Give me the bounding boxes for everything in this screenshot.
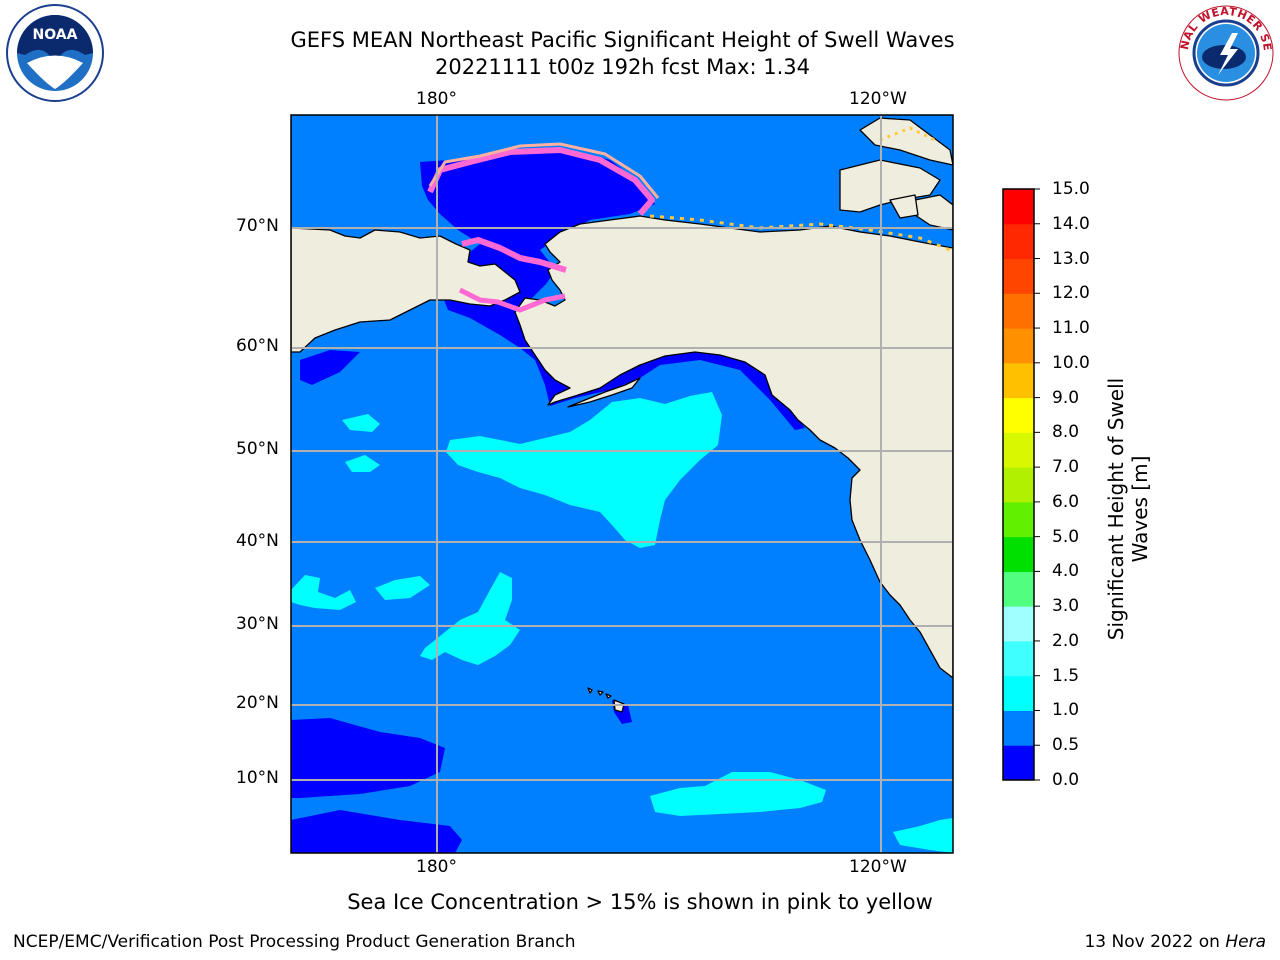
colorbar-tick-label: 2.0 bbox=[1052, 630, 1080, 651]
colorbar-label-line2: Waves [m] bbox=[1128, 455, 1152, 563]
colorbar-bin bbox=[1003, 189, 1034, 225]
lon-label-bottom-180: 180° bbox=[416, 857, 457, 877]
colorbar-tick-label: 0.0 bbox=[1052, 770, 1080, 790]
lon-label-top-120w: 120°W bbox=[849, 89, 907, 109]
chart-title: GEFS MEAN Northeast Pacific Significant … bbox=[290, 28, 955, 52]
colorbar-bin bbox=[1003, 258, 1034, 294]
colorbar-tick-label: 11.0 bbox=[1052, 318, 1090, 339]
colorbar-label-line1: Significant Height of Swell bbox=[1104, 377, 1128, 641]
colorbar-tick-label: 1.5 bbox=[1052, 665, 1080, 686]
land-hawaii bbox=[587, 687, 625, 713]
chart-subtitle: 20221111 t00z 192h fcst Max: 1.34 bbox=[435, 55, 810, 79]
colorbar-tick-label: 15.0 bbox=[1052, 179, 1090, 199]
colorbar-tick-label: 6.0 bbox=[1052, 491, 1080, 512]
colorbar-tick-label: 14.0 bbox=[1052, 213, 1090, 234]
lat-label-10n: 10°N bbox=[236, 768, 279, 788]
colorbar-bin bbox=[1003, 571, 1034, 607]
land-north-america bbox=[514, 215, 953, 679]
colorbar-bin bbox=[1003, 675, 1034, 711]
colorbar-tick-label: 8.0 bbox=[1052, 422, 1080, 443]
colorbar-bin bbox=[1003, 606, 1034, 642]
colorbar-tick-label: 10.0 bbox=[1052, 352, 1090, 373]
sea-ice-caption: Sea Ice Concentration > 15% is shown in … bbox=[347, 890, 933, 914]
colorbar-tick-label: 12.0 bbox=[1052, 283, 1090, 304]
lat-label-40n: 40°N bbox=[236, 531, 279, 551]
lon-label-bottom-120w: 120°W bbox=[849, 857, 907, 877]
lat-label-70n: 70°N bbox=[236, 216, 279, 236]
lat-label-60n: 60°N bbox=[236, 336, 279, 356]
lat-label-20n: 20°N bbox=[236, 693, 279, 713]
colorbar-tick-label: 5.0 bbox=[1052, 526, 1080, 547]
colorbar-bin bbox=[1003, 362, 1034, 399]
land-siberia bbox=[291, 115, 521, 353]
noaa-logo-text: NOAA bbox=[33, 27, 78, 43]
footer-date-text: 13 Nov 2022 on bbox=[1084, 932, 1226, 952]
ocean-base bbox=[291, 115, 953, 853]
colorbar-bin bbox=[1003, 536, 1034, 572]
colorbar-bin bbox=[1003, 501, 1034, 538]
sea-ice-fringe bbox=[427, 126, 951, 313]
map-frame bbox=[290, 114, 954, 854]
colorbar-tick-label: 9.0 bbox=[1052, 387, 1080, 408]
colorbar-bin bbox=[1003, 710, 1034, 746]
footer-date: 13 Nov 2022 on Hera bbox=[1084, 932, 1266, 952]
low-swell-regions bbox=[291, 150, 805, 853]
colorbar-tick-label: 13.0 bbox=[1052, 248, 1090, 269]
colorbar-bin bbox=[1003, 640, 1034, 677]
colorbar-bin bbox=[1003, 397, 1034, 433]
colorbar-tick-label: 1.0 bbox=[1052, 700, 1080, 721]
colorbar-tick-label: 4.0 bbox=[1052, 561, 1080, 582]
colorbar-bin bbox=[1003, 328, 1034, 364]
colorbar-bin bbox=[1003, 293, 1034, 329]
footer-machine: Hera bbox=[1225, 932, 1266, 952]
graticule bbox=[291, 115, 953, 853]
colorbar-frame bbox=[1002, 188, 1035, 781]
lon-label-top-180: 180° bbox=[416, 89, 457, 109]
colorbar-bin bbox=[1003, 223, 1034, 260]
land-masses bbox=[291, 115, 953, 713]
noaa-logo: NOAA bbox=[6, 4, 104, 102]
footer-branch: NCEP/EMC/Verification Post Processing Pr… bbox=[13, 932, 576, 952]
colorbar-tick-label: 3.0 bbox=[1052, 596, 1080, 617]
lat-label-30n: 30°N bbox=[236, 614, 279, 634]
mid-swell-regions bbox=[291, 392, 953, 853]
colorbar-tick-label: 0.5 bbox=[1052, 735, 1080, 756]
colorbar-tick-label: 7.0 bbox=[1052, 457, 1080, 478]
lat-label-50n: 50°N bbox=[236, 439, 279, 459]
colorbar-bin bbox=[1003, 432, 1034, 468]
colorbar-bin bbox=[1003, 467, 1034, 503]
nws-logo: NATIONAL WEATHER SERVICE bbox=[1176, 3, 1274, 101]
colorbar-bin bbox=[1003, 745, 1034, 781]
colorbar-label: Significant Height of Swell Waves [m] bbox=[1104, 309, 1152, 709]
land-arctic-islands bbox=[839, 159, 941, 213]
